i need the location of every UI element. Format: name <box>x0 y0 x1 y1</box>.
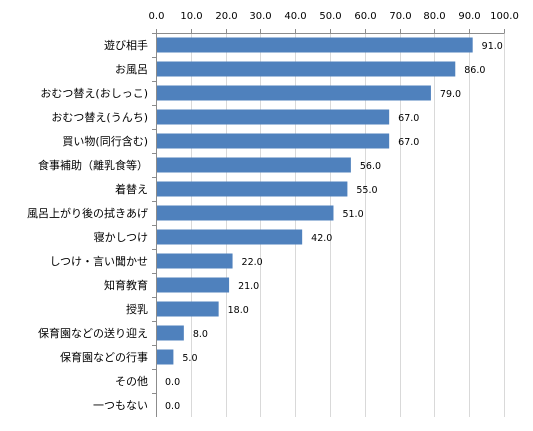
bar <box>157 253 233 269</box>
x-tick-label: 90.0 <box>458 11 480 22</box>
category-label: 寝かしつけ <box>94 230 148 244</box>
data-label: 67.0 <box>398 113 419 124</box>
x-tick-label: 100.0 <box>490 11 519 22</box>
category-label: おむつ替え(うんち) <box>51 110 148 124</box>
x-tick-label: 0.0 <box>149 11 165 22</box>
category-label: その他 <box>115 375 148 388</box>
data-label: 86.0 <box>464 65 485 76</box>
category-label: 知育教育 <box>104 278 148 292</box>
data-label: 91.0 <box>482 41 503 52</box>
bar <box>157 325 184 341</box>
x-tick-label: 60.0 <box>354 11 376 22</box>
data-label: 67.0 <box>398 137 419 148</box>
category-label: おむつ替え(おしっこ) <box>40 86 148 100</box>
data-label: 0.0 <box>165 401 180 412</box>
category-label: しつけ・言い聞かせ <box>50 255 148 268</box>
x-tick-label: 20.0 <box>215 11 237 22</box>
x-tick-label: 80.0 <box>423 11 445 22</box>
data-label: 21.0 <box>238 281 259 292</box>
bar <box>157 85 431 101</box>
category-label: 一つもない <box>93 399 148 412</box>
labels: 0.0 10.0 20.0 30.0 40.0 50.0 60.0 70.0 80.0 90.0 1… <box>27 11 519 412</box>
category-label: 着替え <box>115 182 148 196</box>
category-label: 授乳 <box>126 302 148 316</box>
category-label: 風呂上がり後の拭きあげ <box>27 206 148 220</box>
bar <box>157 349 174 365</box>
category-label: 保育園などの送り迎え <box>38 326 148 340</box>
data-label: 56.0 <box>360 161 381 172</box>
x-tick-label: 50.0 <box>319 11 341 22</box>
x-tick-label: 10.0 <box>180 11 202 22</box>
bar <box>157 61 456 77</box>
category-label: お風呂 <box>115 63 148 76</box>
data-label: 51.0 <box>342 209 363 220</box>
data-label: 55.0 <box>356 185 377 196</box>
bar <box>157 37 473 53</box>
bar <box>157 109 390 125</box>
bar <box>157 133 390 149</box>
data-label: 0.0 <box>165 377 180 388</box>
data-label: 8.0 <box>193 329 208 340</box>
bar <box>157 157 351 173</box>
category-label: 食事補助（離乳食等） <box>38 158 148 172</box>
bars <box>157 37 473 365</box>
bar <box>157 277 230 293</box>
data-label: 18.0 <box>228 305 249 316</box>
bar <box>157 301 219 317</box>
x-tick-label: 70.0 <box>389 11 411 22</box>
bar <box>157 205 334 221</box>
data-label: 5.0 <box>182 353 197 364</box>
data-label: 79.0 <box>440 89 461 100</box>
data-label: 22.0 <box>242 257 263 268</box>
category-label: 保育園などの行事 <box>60 350 148 364</box>
axes <box>152 29 505 417</box>
category-label: 遊び相手 <box>104 38 148 52</box>
x-tick-label: 30.0 <box>249 11 271 22</box>
bar <box>157 229 303 245</box>
data-label: 42.0 <box>311 233 332 244</box>
x-tick-label: 40.0 <box>284 11 306 22</box>
bar <box>157 181 348 197</box>
category-label: 買い物(同行含む) <box>62 134 148 148</box>
